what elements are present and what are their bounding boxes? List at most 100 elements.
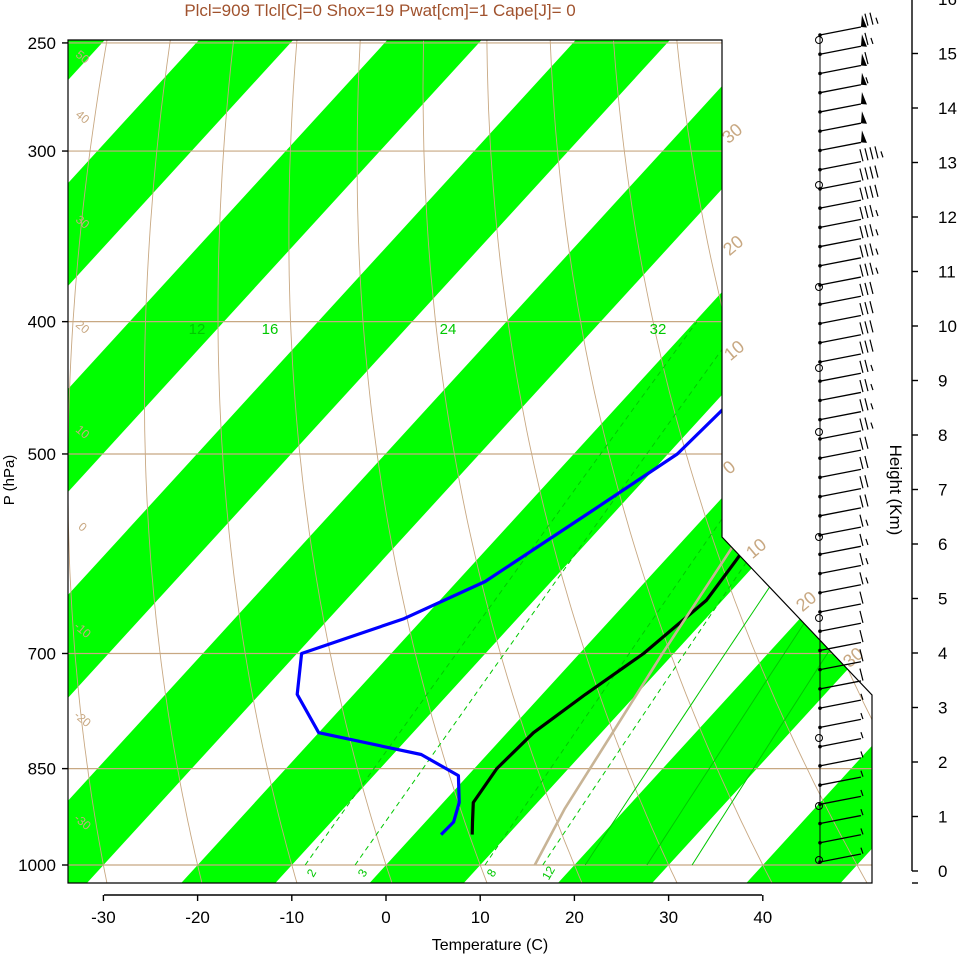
dewpoint-line xyxy=(295,40,872,836)
y2-tick-label: 12 xyxy=(938,208,957,227)
wind-barbs xyxy=(815,12,884,864)
plot-frame xyxy=(67,39,873,884)
wind-barb-calm xyxy=(815,181,823,189)
wind-barb-calm xyxy=(815,802,823,810)
dry-adiabat xyxy=(422,40,590,883)
wind-barb xyxy=(818,72,869,95)
wind-barb xyxy=(818,553,869,576)
x-tick-label: 30 xyxy=(659,908,678,927)
wind-barb xyxy=(818,339,874,364)
wind-barb xyxy=(818,378,874,403)
dry-adiabat xyxy=(486,40,686,883)
wind-barb-calm xyxy=(815,364,823,372)
y2-tick-label: 1 xyxy=(938,808,947,827)
isotherm-band xyxy=(731,40,872,883)
y2-tick-label: 13 xyxy=(938,154,957,173)
isotherm-bands xyxy=(68,40,872,883)
y-tick-label: 1000 xyxy=(18,856,56,875)
skewed-temp-label: 10 xyxy=(720,336,748,364)
y-axis-pressure: 1001502002503004005007008501000 xyxy=(18,34,68,875)
mixing-ratio-line xyxy=(354,321,743,866)
y-tick-label: 250 xyxy=(28,34,56,53)
parcel-line xyxy=(533,40,872,866)
wind-barb xyxy=(818,770,864,787)
y2-tick-label: 3 xyxy=(938,699,947,718)
temperature-line xyxy=(470,40,872,835)
dry-adiabat xyxy=(607,40,872,883)
x-axis-label: Temperature (C) xyxy=(432,937,548,954)
wind-barb xyxy=(818,224,879,249)
mixing-ratio-label: 3 xyxy=(355,866,371,879)
y2-tick-label: 5 xyxy=(938,590,947,609)
wind-barb xyxy=(818,398,874,422)
dry-adiabat xyxy=(68,40,250,883)
y-axis-label: P (hPa) xyxy=(1,455,18,506)
wind-barb xyxy=(818,533,869,557)
wind-barb xyxy=(818,808,864,826)
isotherm-band xyxy=(68,40,872,883)
wind-barb xyxy=(818,475,869,499)
mixing-ratio-label: 24 xyxy=(440,321,457,338)
y-tick-label: 700 xyxy=(28,644,56,663)
wind-barb xyxy=(818,693,864,710)
y2-tick-label: 11 xyxy=(938,263,956,282)
y2-tick-label: 2 xyxy=(938,753,947,772)
dry-adiabat xyxy=(288,40,399,883)
wind-barb xyxy=(818,320,874,345)
wind-barb-calm xyxy=(815,283,823,291)
mixing-ratio-line xyxy=(646,321,872,866)
dry-adiabat xyxy=(547,40,782,883)
dry-adiabat xyxy=(143,40,298,883)
wind-barb xyxy=(818,455,869,480)
wind-barb-calm xyxy=(815,856,823,864)
mixing-ratio-label: 16 xyxy=(262,321,279,338)
y-tick-label: 400 xyxy=(28,313,56,332)
x-tick-label: -20 xyxy=(185,908,210,927)
y2-tick-label: 6 xyxy=(938,535,947,554)
y2-tick-label: 0 xyxy=(938,862,947,881)
x-tick-label: 40 xyxy=(753,908,772,927)
y-axis-height: 012345678910111213141516 xyxy=(911,0,957,884)
wind-barb-calm xyxy=(815,36,823,44)
y-tick-label: 300 xyxy=(28,142,56,161)
wind-barb xyxy=(818,649,864,672)
wind-barb xyxy=(818,629,864,653)
wind-barb xyxy=(818,146,884,172)
wind-barb xyxy=(818,751,864,768)
mixing-ratio-label: 12 xyxy=(539,863,558,882)
wind-barb xyxy=(818,494,869,518)
wind-barb xyxy=(818,732,864,749)
wind-barb xyxy=(818,204,879,230)
wind-barb xyxy=(818,610,864,634)
wind-barb xyxy=(818,359,874,383)
y2-tick-label: 8 xyxy=(938,426,947,445)
wind-barb-calm xyxy=(815,734,823,742)
wind-barb xyxy=(818,91,867,114)
skewed-temp-label: 20 xyxy=(719,231,747,259)
wind-barb xyxy=(818,436,869,460)
mixing-ratio-label: 32 xyxy=(650,321,667,338)
chart-title: Plcl=909 Tlcl[C]=0 Shox=19 Pwat[cm]=1 Ca… xyxy=(184,1,575,20)
wind-barb xyxy=(818,184,879,210)
wind-barb xyxy=(818,591,864,614)
wind-barb xyxy=(818,281,874,307)
isotherm-label: 40 xyxy=(73,107,92,127)
wind-barb xyxy=(818,712,864,730)
y2-tick-label: 14 xyxy=(938,99,957,118)
y2-tick-label: 9 xyxy=(938,372,947,391)
dry-adiabat xyxy=(217,40,347,883)
isotherm-band xyxy=(354,40,872,883)
isotherm-label: -20 xyxy=(71,708,94,730)
wind-barb xyxy=(818,111,867,133)
wind-barb xyxy=(818,165,879,191)
mixing-ratio-label: 8 xyxy=(484,866,500,879)
wind-barb xyxy=(818,12,879,37)
y2-tick-label: 10 xyxy=(938,317,957,336)
y2-tick-label: 15 xyxy=(938,45,957,64)
mixing-ratio-line xyxy=(304,321,698,866)
x-tick-label: 20 xyxy=(565,908,584,927)
isotherm-band xyxy=(68,40,788,883)
wind-barb xyxy=(818,51,869,76)
skewed-temp-label: 20 xyxy=(792,587,820,615)
